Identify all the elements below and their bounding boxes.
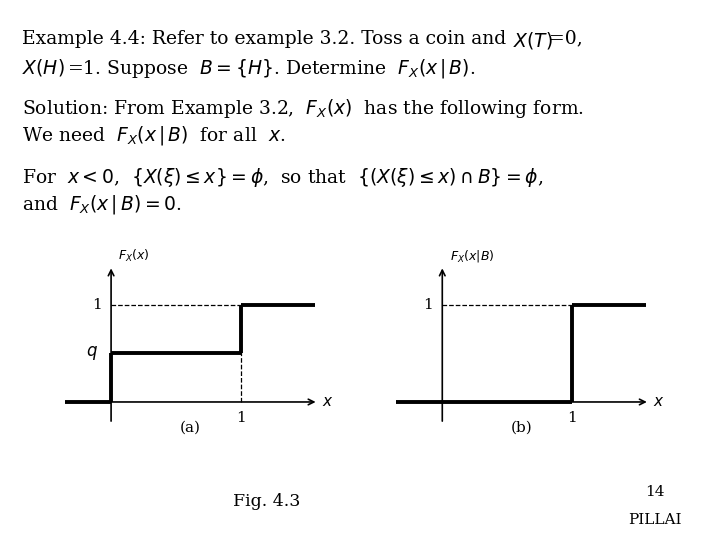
Text: =0,: =0, — [549, 30, 582, 48]
Text: $x$: $x$ — [653, 395, 665, 409]
Text: For  $x < 0$,  $\{X(\xi) \leq x\}$$=\phi$,  so that  $\{(X(\xi) \leq x)\cap B\}$: For $x < 0$, $\{X(\xi) \leq x\}$$=\phi$,… — [22, 166, 543, 189]
Text: $F_X(x)$: $F_X(x)$ — [119, 248, 150, 265]
Text: We need  $F_X(x\,|\,B)$  for all  $x$.: We need $F_X(x\,|\,B)$ for all $x$. — [22, 124, 285, 147]
Text: $X(H)$: $X(H)$ — [22, 57, 64, 78]
Text: 14: 14 — [645, 485, 665, 500]
Text: $F_X(x|B)$: $F_X(x|B)$ — [450, 248, 494, 265]
Text: Fig. 4.3: Fig. 4.3 — [233, 494, 300, 510]
Text: 1: 1 — [567, 410, 577, 424]
Text: PILLAI: PILLAI — [629, 512, 682, 526]
Text: 1: 1 — [236, 410, 246, 424]
Text: $q$: $q$ — [86, 345, 98, 362]
Text: (b): (b) — [511, 421, 533, 435]
Text: and  $F_X(x\,|\,B) = 0$.: and $F_X(x\,|\,B) = 0$. — [22, 193, 181, 216]
Text: Example 4.4: Refer to example 3.2. Toss a coin and: Example 4.4: Refer to example 3.2. Toss … — [22, 30, 512, 48]
Text: (a): (a) — [180, 421, 201, 435]
Text: $x$: $x$ — [322, 395, 333, 409]
Text: 1: 1 — [423, 298, 433, 312]
Text: 1: 1 — [92, 298, 102, 312]
Text: $X(T)$: $X(T)$ — [513, 30, 553, 51]
Text: =1. Suppose  $B = \{H\}$. Determine  $F_X(x\,|\,B)$.: =1. Suppose $B = \{H\}$. Determine $F_X(… — [67, 57, 475, 80]
Text: Solution: From Example 3.2,  $F_X(x)$  has the following form.: Solution: From Example 3.2, $F_X(x)$ has… — [22, 97, 584, 120]
